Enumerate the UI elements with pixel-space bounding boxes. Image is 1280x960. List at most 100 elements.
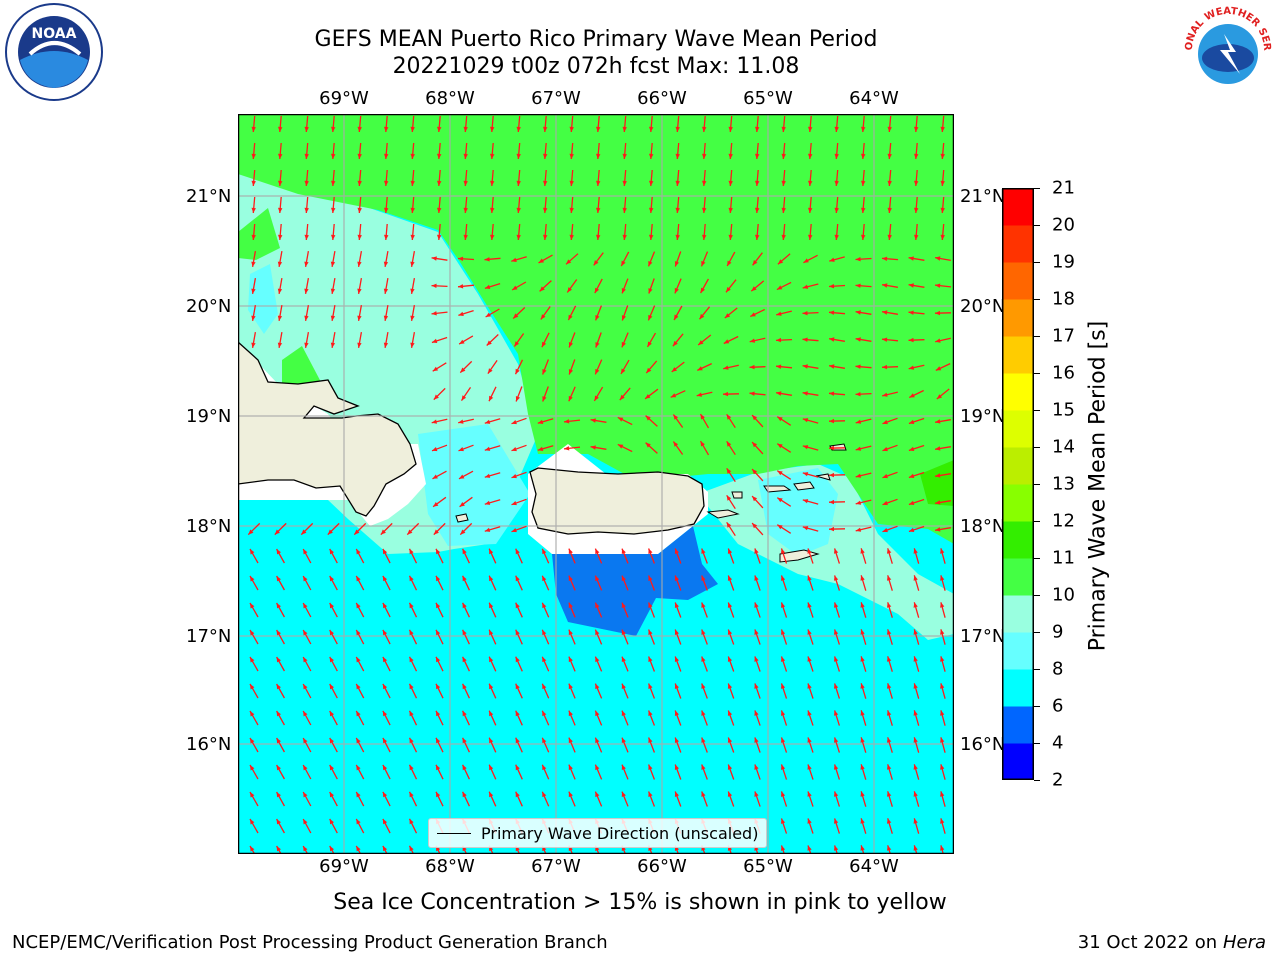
wave-arrowhead <box>462 683 467 690</box>
colorbar-segment <box>1002 706 1034 744</box>
wave-arrowhead <box>621 710 626 716</box>
virgin-islands <box>763 473 831 493</box>
wave-arrowhead <box>754 548 759 554</box>
colorbar-tick <box>1034 299 1040 300</box>
wave-arrowhead <box>674 737 679 743</box>
wave-arrowhead <box>749 364 755 370</box>
wave-arrowhead <box>727 602 733 608</box>
wave-arrowhead <box>887 845 892 851</box>
wave-arrowhead <box>250 765 255 771</box>
colorbar-tick-label: 17 <box>1052 325 1075 347</box>
wave-arrowhead <box>701 260 706 267</box>
wave-arrowhead <box>543 207 548 213</box>
wave-arrowhead <box>648 288 653 294</box>
wave-arrowhead <box>834 153 839 159</box>
wave-arrowhead <box>542 683 547 690</box>
wave-arrowhead <box>542 548 547 555</box>
wave-arrowhead <box>621 368 626 374</box>
wave-arrowhead <box>829 472 834 478</box>
wave-arrowhead <box>701 683 706 689</box>
wave-arrowhead <box>674 602 679 608</box>
wave-arrowhead <box>649 126 654 132</box>
wave-arrowhead <box>356 737 361 744</box>
wave-arrowhead <box>410 261 415 267</box>
wave-arrowhead <box>674 791 679 797</box>
wave-arrowhead <box>276 657 281 663</box>
wave-arrowhead <box>882 337 888 342</box>
wave-arrowhead <box>860 629 865 635</box>
wave-arrowhead <box>595 791 600 798</box>
wave-arrowhead <box>356 764 361 771</box>
wave-arrowhead <box>436 737 441 744</box>
wave-arrowhead <box>802 526 809 531</box>
wave-arrowhead <box>250 576 255 582</box>
wave-arrowhead <box>437 126 442 132</box>
wave-arrowhead <box>595 575 600 582</box>
wave-arrowhead <box>887 207 892 213</box>
wave-arrowhead <box>617 417 624 422</box>
wave-arrowhead <box>516 207 521 213</box>
wave-arrowhead <box>303 576 308 582</box>
wave-arrowhead <box>776 364 782 369</box>
wave-arrowhead <box>568 575 573 582</box>
wave-arrowhead <box>329 575 334 582</box>
wave-arrowhead <box>802 418 809 423</box>
wave-arrowhead <box>540 314 546 320</box>
wave-arrowhead <box>595 629 600 636</box>
wave-arrowhead <box>700 414 705 420</box>
wave-arrowhead <box>940 656 945 662</box>
sea-ice-note: Sea Ice Concentration > 15% is shown in … <box>333 890 947 915</box>
wave-arrowhead <box>648 710 653 716</box>
wave-arrowhead <box>356 710 361 717</box>
period-10-11-region <box>238 114 954 544</box>
wave-arrowhead <box>409 629 414 636</box>
wave-arrowhead <box>277 342 283 348</box>
wave-arrowhead <box>914 207 919 213</box>
wave-arrowhead <box>409 737 414 744</box>
wave-arrowhead <box>382 548 388 555</box>
wave-arrowhead <box>882 527 888 533</box>
wave-arrowhead <box>887 548 892 554</box>
wave-arrowhead <box>437 180 442 186</box>
wave-arrowhead <box>855 337 861 342</box>
wave-arrowhead <box>515 602 520 609</box>
wave-arrowhead <box>431 311 437 316</box>
wave-arrowhead <box>460 529 466 535</box>
wave-arrowhead <box>648 575 653 581</box>
wave-arrowhead <box>727 548 733 554</box>
wave-arrowhead <box>834 710 839 716</box>
wave-arrowhead <box>908 446 915 451</box>
wave-arrowhead <box>251 153 256 159</box>
wave-arrowhead <box>329 764 334 771</box>
wave-arrowhead <box>908 283 914 288</box>
wave-arrowhead <box>834 791 839 797</box>
colorbar-tick-label: 20 <box>1052 214 1075 236</box>
colorbar-tick-label: 14 <box>1052 436 1075 458</box>
colorbar-segment <box>1002 373 1034 411</box>
wave-arrowhead <box>301 529 307 535</box>
wave-arrowhead <box>251 315 256 321</box>
wave-arrowhead <box>329 683 334 690</box>
wave-arrowhead <box>304 261 309 267</box>
wave-arrowhead <box>701 602 706 608</box>
wave-arrowhead <box>543 180 548 186</box>
wave-arrowhead <box>568 395 573 402</box>
wave-arrowhead <box>781 126 786 132</box>
lon-label-bottom: 66°W <box>637 856 687 877</box>
wave-arrowhead <box>855 392 861 397</box>
wave-arrowhead <box>490 207 495 213</box>
wave-arrowhead <box>935 338 941 343</box>
wave-arrowhead <box>781 710 786 716</box>
colorbar-segment <box>1002 447 1034 485</box>
wave-arrowhead <box>754 575 759 581</box>
wave-arrowhead <box>622 126 627 132</box>
colorbar-tick-label: 13 <box>1052 473 1075 495</box>
wave-arrowhead <box>645 442 651 448</box>
wave-arrowhead <box>860 575 865 581</box>
colorbar-segment <box>1002 632 1034 670</box>
wave-arrowhead <box>755 153 760 159</box>
wave-arrowhead <box>384 207 389 213</box>
wave-arrowhead <box>489 683 494 690</box>
wave-arrowhead <box>808 207 813 213</box>
wave-arrowhead <box>541 341 547 348</box>
